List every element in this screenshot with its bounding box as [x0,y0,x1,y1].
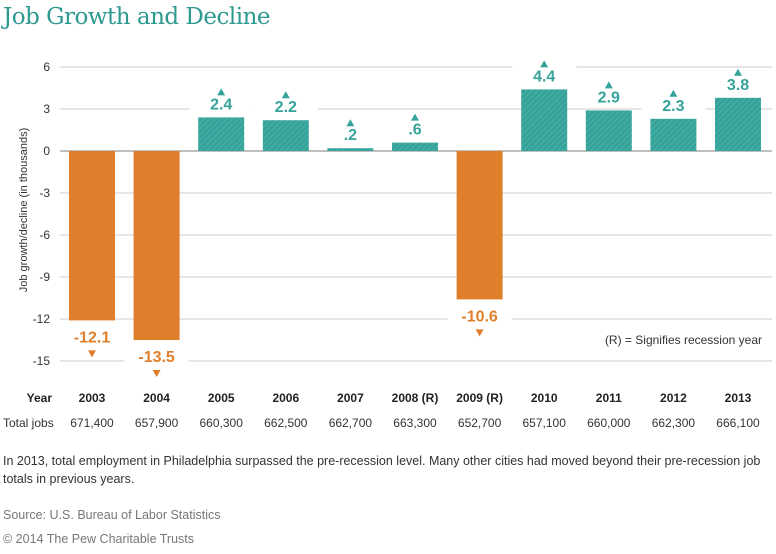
total-jobs-value: 657,100 [523,416,567,430]
note-text: In 2013, total employment in Philadelphi… [3,454,761,486]
year-label: 2004 [143,391,170,405]
bar [69,151,115,321]
data-label: .6 [408,122,421,139]
y-tick-label: -3 [39,186,50,200]
bar [133,151,180,340]
y-tick-label: -12 [33,312,51,326]
up-triangle-icon [411,113,419,121]
data-label-bg [641,94,706,115]
data-label: -13.5 [138,349,175,366]
bar [715,97,761,151]
bar [262,120,309,151]
y-tick-label: -15 [33,354,51,368]
data-label-bg [189,93,254,114]
up-triangle-icon [346,119,355,127]
year-label: 2010 [531,391,558,405]
data-label-bg [706,73,770,94]
y-tick-label: 6 [43,60,50,74]
year-label: 2009 (R) [456,391,503,405]
data-label: 2.9 [598,89,620,106]
data-label: 4.4 [533,68,555,85]
year-label: 2012 [660,391,687,405]
up-triangle-icon [604,81,613,89]
data-label: -10.6 [461,308,498,325]
total-jobs-value: 660,300 [200,416,244,430]
y-tick-label: 3 [43,102,50,116]
data-label-bg [383,118,447,139]
total-jobs-value: 660,000 [587,416,631,430]
total-jobs-row-header: Total jobs [3,416,54,430]
down-triangle-icon [88,350,96,358]
total-jobs-value: 666,100 [716,416,760,430]
data-label: 2.2 [275,99,297,116]
year-label: 2006 [272,391,299,405]
bar [392,142,438,151]
data-label: -12.1 [74,329,111,346]
data-label-bg [253,96,318,117]
annotation-bg [568,328,768,350]
total-jobs-value: 671,400 [70,416,114,430]
data-label-bg [576,86,641,107]
data-label-bg [124,346,189,366]
up-triangle-icon [281,91,290,99]
data-label: 2.3 [662,98,684,115]
data-label: .2 [344,127,357,144]
down-triangle-icon [152,370,161,377]
year-label: 2003 [79,391,106,405]
total-jobs-value: 657,900 [135,416,179,430]
total-jobs-value: 652,700 [458,416,502,430]
bar [521,89,568,151]
total-jobs-value: 662,300 [652,416,696,430]
total-jobs-value: 662,500 [264,416,308,430]
bar [650,118,697,151]
year-label: 2007 [337,391,364,405]
data-label-bg [318,124,383,145]
data-label-bg [447,305,512,326]
total-jobs-value: 662,700 [329,416,373,430]
y-tick-label: -6 [39,228,50,242]
source-text: Source: U.S. Bureau of Labor Statistics [3,508,221,522]
down-triangle-icon [475,329,484,337]
year-label: 2008 (R) [392,391,439,405]
y-tick-label: 0 [43,144,50,158]
y-tick-label: -9 [39,270,50,284]
up-triangle-icon [734,68,742,76]
data-label: 2.4 [210,96,232,113]
data-label: 3.8 [727,77,749,94]
year-label: 2005 [208,391,235,405]
year-row-header: Year [27,391,53,405]
up-triangle-icon [669,89,678,97]
data-label-bg [60,326,124,347]
up-triangle-icon [217,88,226,96]
bar [585,110,632,151]
year-label: 2011 [596,391,622,405]
y-axis-label: Job growth/decline (in thousands) [18,128,30,292]
bar-chart: Job growth/decline (in thousands) 6 3 0 -3 -6… [3,60,772,430]
total-jobs-value: 663,300 [393,416,437,430]
data-label-bg [512,65,577,86]
recession-annotation: (R) = Signifies recession year [605,333,762,347]
up-triangle-icon [540,60,549,68]
chart-title: Job Growth and Decline [3,4,271,30]
year-label: 2013 [725,391,752,405]
bar [198,117,245,151]
copyright-text: © 2014 The Pew Charitable Trusts [3,532,195,546]
bar [327,148,374,151]
bar [456,151,503,300]
